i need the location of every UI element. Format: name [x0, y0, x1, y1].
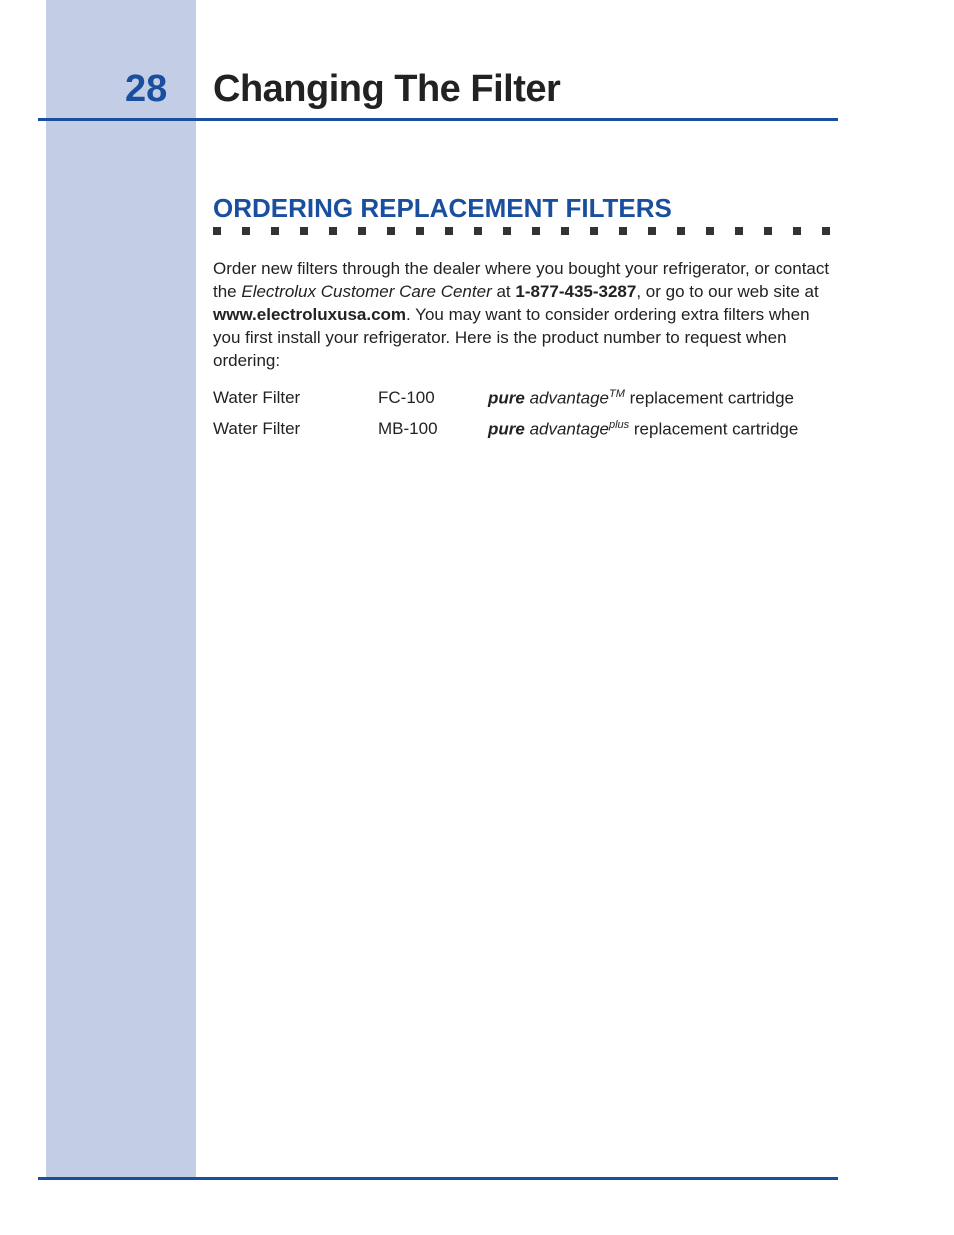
filter-model: FC-100 — [378, 388, 488, 409]
filter-table: Water Filter FC-100 pure advantageTM rep… — [213, 388, 838, 449]
filter-type: Water Filter — [213, 419, 378, 440]
page-number: 28 — [125, 68, 167, 111]
table-row: Water Filter FC-100 pure advantageTM rep… — [213, 388, 838, 409]
filter-type: Water Filter — [213, 388, 378, 409]
website-url: www.electroluxusa.com — [213, 305, 406, 324]
filter-description: pure advantageplus replacement cartridge — [488, 419, 838, 440]
filter-desc-text: replacement cartridge — [629, 419, 798, 438]
filter-desc-text: replacement cartridge — [625, 389, 794, 408]
section-heading: ORDERING REPLACEMENT FILTERS — [213, 193, 672, 224]
brand-super: TM — [609, 388, 625, 400]
brand-pure: pure — [488, 389, 525, 408]
body-text: at — [492, 282, 516, 301]
brand-advantage: advantage — [525, 389, 609, 408]
brand-pure: pure — [488, 419, 525, 438]
page-title: Changing The Filter — [213, 68, 560, 111]
sidebar-band — [46, 0, 196, 1180]
care-center-name: Electrolux Customer Care Center — [241, 282, 491, 301]
table-row: Water Filter MB-100 pure advantageplus r… — [213, 419, 838, 440]
brand-super: plus — [609, 419, 629, 431]
body-text: , or go to our web site at — [636, 282, 818, 301]
body-paragraph: Order new filters through the dealer whe… — [213, 258, 838, 373]
dots-light — [60, 227, 200, 237]
dots-dark — [213, 227, 843, 237]
filter-description: pure advantageTM replacement cartridge — [488, 388, 838, 409]
filter-model: MB-100 — [378, 419, 488, 440]
title-rule — [38, 118, 838, 121]
phone-number: 1-877-435-3287 — [515, 282, 636, 301]
bottom-rule — [38, 1177, 838, 1180]
brand-advantage: advantage — [525, 419, 609, 438]
